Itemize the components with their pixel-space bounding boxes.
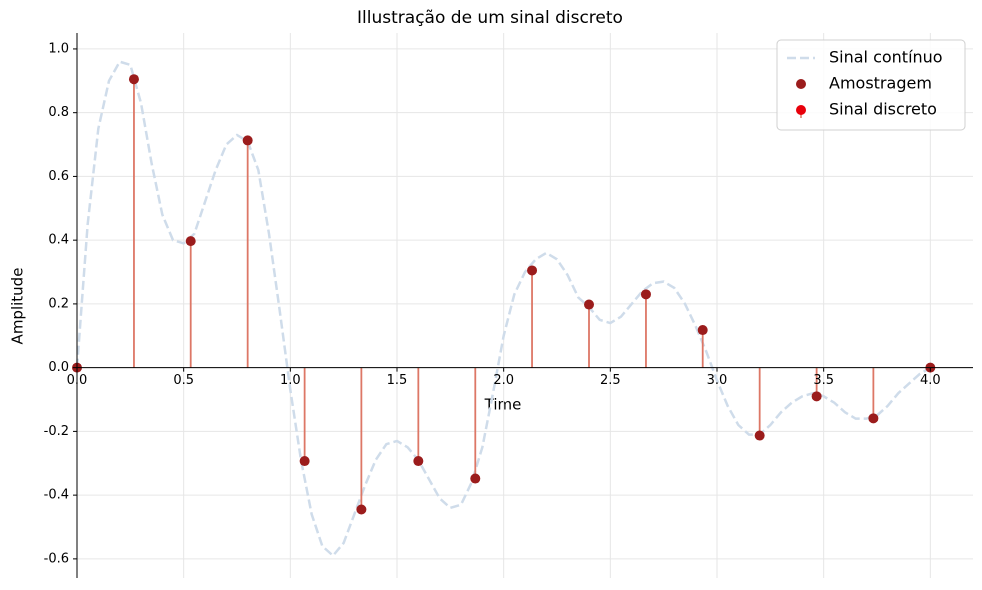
- legend-label: Amostragem: [829, 74, 932, 93]
- sample-point: [640, 289, 651, 300]
- x-tick-label: 3.0: [707, 373, 728, 388]
- y-tick-label: 1.0: [48, 41, 69, 56]
- y-tick-label: 0.6: [48, 169, 69, 184]
- x-tick-label: 2.5: [600, 373, 621, 388]
- plot-area: [72, 60, 936, 558]
- y-axis-label: Amplitude: [9, 268, 27, 345]
- sample-point: [185, 236, 196, 247]
- axes: 0.0 0.5 1.0 1.5 2.0 2.5 3.0 3.5 4.0 -0.6 -0.4 -0.2 0…: [44, 33, 973, 578]
- x-tick-label: 2.0: [493, 373, 514, 388]
- sample-point: [242, 135, 253, 146]
- x-tick-label: 0.5: [173, 373, 194, 388]
- y-tick-label: 0.2: [48, 296, 69, 311]
- sample-point: [584, 299, 594, 310]
- x-axis-label: Time: [484, 396, 522, 414]
- sample-point: [128, 74, 139, 85]
- sample-point: [299, 456, 310, 467]
- legend-key: [796, 105, 806, 115]
- x-tick-label: 3.5: [813, 373, 834, 388]
- x-tick-label: 4.0: [920, 373, 941, 388]
- sample-point: [413, 456, 424, 467]
- legend-box: [776, 39, 966, 131]
- sample-point: [811, 391, 822, 402]
- sample-point: [697, 325, 708, 336]
- chart-title: Illustração de um sinal discreto: [357, 8, 623, 28]
- legend-key: [796, 79, 806, 89]
- sample-point: [527, 265, 538, 276]
- y-tick-label: -0.4: [44, 488, 69, 503]
- sample-point: [356, 504, 367, 515]
- legend-label: Sinal discreto: [829, 100, 937, 119]
- sample-point: [470, 473, 481, 484]
- legend: Sinal contínuo Amostragem Sinal discreto: [776, 39, 966, 131]
- y-tick-label: 0.8: [48, 105, 69, 120]
- signal-line: [75, 60, 931, 558]
- x-tick-label: 1.0: [280, 373, 301, 388]
- sample-point: [868, 413, 879, 424]
- x-tick-label: 1.5: [387, 373, 408, 388]
- legend-label: Sinal contínuo: [829, 48, 943, 67]
- y-tick-label: -0.2: [44, 424, 69, 439]
- y-tick-label: 0.4: [48, 233, 69, 248]
- y-tick-label: -0.6: [44, 551, 69, 566]
- y-tick-label: 0.0: [48, 360, 69, 375]
- sample-point: [754, 430, 765, 441]
